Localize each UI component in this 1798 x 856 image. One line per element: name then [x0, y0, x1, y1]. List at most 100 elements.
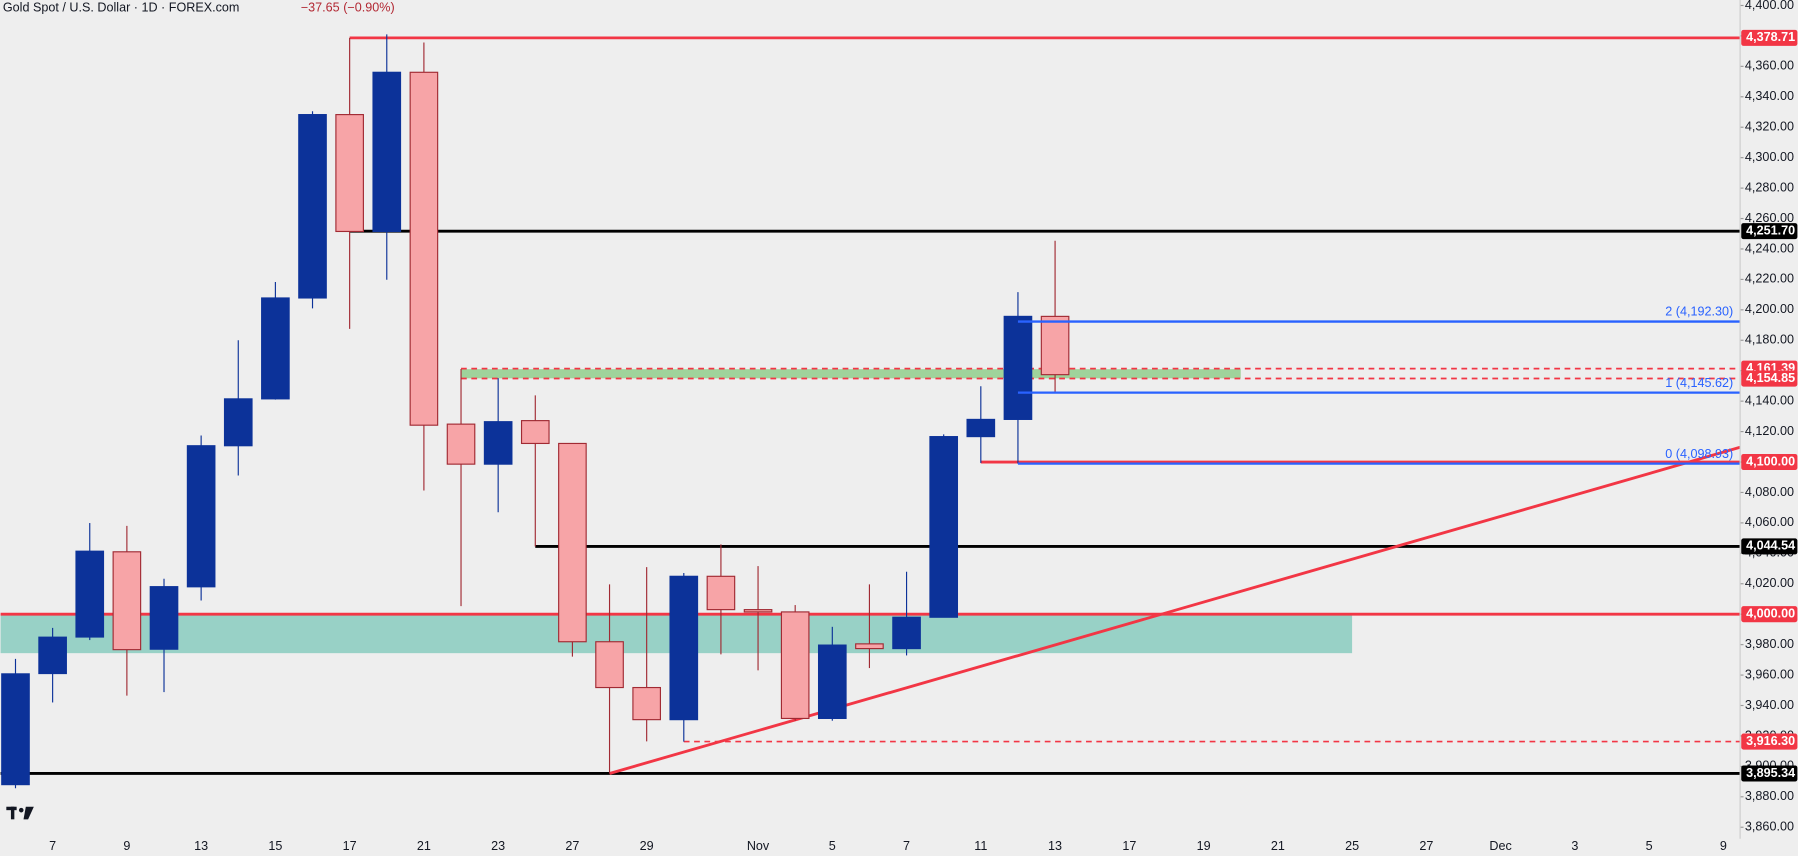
price-badge [1741, 538, 1798, 555]
candle-body [38, 636, 67, 675]
candle-body [743, 609, 773, 613]
y-tick-label: 4,260.00 [1745, 211, 1794, 225]
price-badge-label: 4,154.85 [1746, 371, 1795, 385]
price-badge-label: 4,044.54 [1746, 539, 1795, 553]
x-tick-label: 27 [1419, 839, 1433, 853]
fib-label: 2 (4,192.30) [1665, 305, 1733, 319]
price-badge [1741, 370, 1798, 387]
y-tick-label: 4,020.00 [1745, 576, 1794, 590]
price-badge-label: 3,916.30 [1746, 734, 1795, 748]
candle-body [706, 575, 736, 611]
candle-body [892, 616, 921, 650]
price-badge [1741, 453, 1798, 471]
logo [6, 806, 34, 820]
y-tick-label: 3,960.00 [1745, 667, 1794, 681]
candle-body [817, 644, 847, 720]
candle-body [298, 114, 327, 299]
trendline [609, 445, 1741, 775]
candle-body [966, 418, 996, 438]
logo-part [23, 806, 34, 820]
y-tick-label: 4,200.00 [1745, 302, 1794, 316]
x-tick-label: 17 [343, 839, 357, 853]
price-badge [1741, 29, 1798, 46]
candle-body [483, 421, 513, 465]
zone [461, 369, 1241, 379]
candle-body [855, 643, 884, 650]
x-tick-label: 21 [1271, 839, 1285, 853]
x-tick-label: 21 [417, 839, 431, 853]
y-tick-label: 3,980.00 [1745, 637, 1794, 651]
x-tick-label: 13 [194, 839, 208, 853]
candle-body [780, 611, 810, 720]
y-tick-label: 4,400.00 [1745, 0, 1794, 12]
price-badge-label: 4,251.70 [1746, 223, 1795, 237]
x-tick-label: 5 [829, 839, 836, 853]
candle-body [1040, 315, 1070, 376]
x-tick-label: 5 [1646, 839, 1653, 853]
price-badge-label: 4,000.00 [1746, 607, 1795, 621]
y-tick-label: 4,300.00 [1745, 150, 1794, 164]
price-badge-label: 3,895.34 [1746, 766, 1795, 780]
price-badge-label: 4,100.00 [1746, 454, 1795, 468]
y-tick-label: 3,940.00 [1745, 698, 1794, 712]
candle-body [112, 551, 142, 651]
price-badge [1741, 223, 1798, 240]
candle-body [595, 641, 624, 689]
y-tick-label: 3,860.00 [1745, 820, 1794, 834]
x-tick-label: 7 [903, 839, 910, 853]
price-badge [1741, 606, 1798, 623]
y-tick-label: 4,080.00 [1745, 485, 1794, 499]
candle-body [929, 436, 959, 618]
y-tick-label: 4,220.00 [1745, 272, 1794, 286]
candle-body [186, 445, 216, 588]
x-tick-label: 15 [268, 839, 282, 853]
candle-body [75, 550, 105, 638]
x-tick-label: 9 [123, 839, 130, 853]
price-badge-label: 4,378.71 [1746, 30, 1795, 44]
candle-body [1003, 315, 1033, 420]
candle-body [558, 442, 587, 643]
y-tick-label: 4,140.00 [1745, 393, 1794, 407]
x-tick-label: 9 [1720, 839, 1727, 853]
fib-label: 1 (4,145.62) [1665, 376, 1733, 390]
x-tick-label: 7 [49, 839, 56, 853]
x-tick-label: 23 [491, 839, 505, 853]
candle-body [446, 423, 476, 465]
y-tick-label: 4,340.00 [1745, 89, 1794, 103]
candle-body [335, 114, 364, 233]
y-tick-label: 4,060.00 [1745, 515, 1794, 529]
candle-body [149, 586, 179, 650]
y-tick-label: 4,180.00 [1745, 333, 1794, 347]
x-tick-label: Dec [1489, 839, 1511, 853]
x-tick-label: 17 [1122, 839, 1136, 853]
candle-body [669, 575, 699, 721]
candle-body [409, 71, 439, 426]
y-tick-label: 4,240.00 [1745, 241, 1794, 255]
candle-body [1, 673, 30, 786]
x-tick-label: 13 [1048, 839, 1062, 853]
candle-body [372, 71, 402, 233]
y-tick-label: 4,120.00 [1745, 424, 1794, 438]
candle-body [632, 686, 661, 721]
candle-body [520, 420, 550, 445]
x-tick-label: 27 [565, 839, 579, 853]
x-tick-label: 29 [640, 839, 654, 853]
x-tick-label: 25 [1345, 839, 1359, 853]
y-tick-label: 3,880.00 [1745, 789, 1794, 803]
price-change: −37.65 (−0.90%) [301, 0, 395, 14]
candle-body [261, 297, 290, 400]
fib-label: 0 (4,098.93) [1665, 447, 1733, 461]
y-tick-label: 4,320.00 [1745, 120, 1794, 134]
logo-part [18, 807, 24, 813]
logo-part [10, 806, 15, 820]
x-tick-label: 3 [1571, 839, 1578, 853]
x-tick-label: Nov [747, 839, 770, 853]
x-tick-label: 19 [1197, 839, 1211, 853]
candle-body [223, 398, 253, 447]
price-badge [1741, 733, 1798, 750]
x-tick-label: 11 [974, 839, 987, 853]
